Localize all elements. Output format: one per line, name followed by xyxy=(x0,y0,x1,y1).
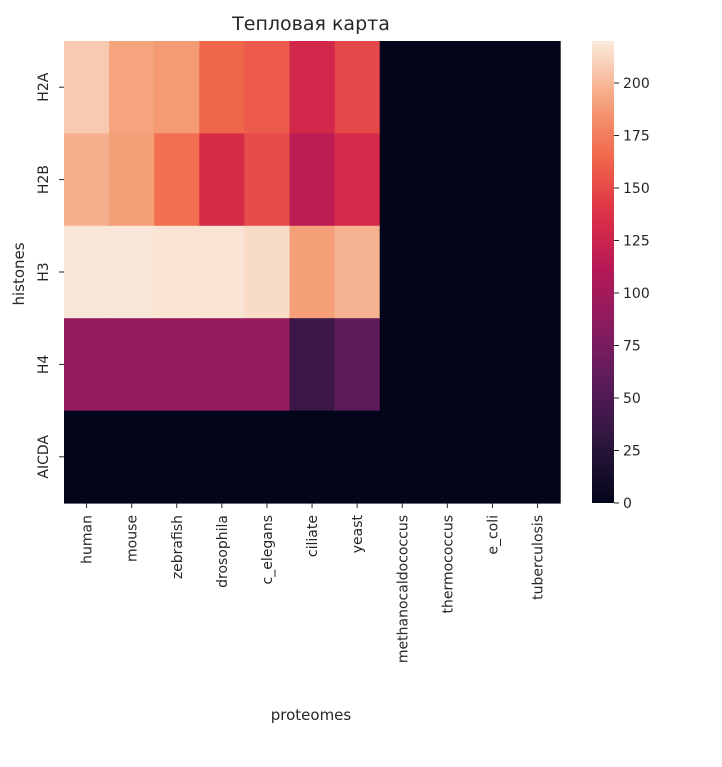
colorbar: 0 25 50 75 100 125 150 175 200 xyxy=(592,41,650,512)
heatmap-cell xyxy=(154,410,200,504)
y-tick-label: H4 xyxy=(36,355,52,375)
heatmap-cell xyxy=(379,133,426,227)
heatmap-cell xyxy=(469,410,516,504)
x-tick-label: c_elegans xyxy=(260,515,276,584)
heatmap-cell xyxy=(515,318,561,412)
heatmap-cell xyxy=(64,318,110,412)
heatmap-cell xyxy=(199,410,245,504)
colorbar-tick-label: 175 xyxy=(623,129,650,145)
heatmap-cell xyxy=(199,41,245,134)
colorbar-tick-label: 200 xyxy=(623,76,650,92)
colorbar-tick-label: 0 xyxy=(623,496,632,512)
heatmap-cell xyxy=(244,410,291,504)
heatmap-cell xyxy=(244,225,291,319)
heatmap-cell xyxy=(109,318,155,412)
heatmap-cell xyxy=(424,318,471,412)
y-tick-label: AICDA xyxy=(36,435,52,479)
heatmap-cell xyxy=(64,410,110,504)
heatmap-cell xyxy=(199,133,245,227)
heatmap-cell xyxy=(379,318,426,412)
y-axis-label: histones xyxy=(10,242,28,305)
heatmap-cell xyxy=(334,133,381,227)
heatmap-cell xyxy=(469,133,516,227)
colorbar-tick-label: 125 xyxy=(623,234,650,250)
heatmap-cell xyxy=(515,410,561,504)
colorbar-tick-label: 50 xyxy=(623,391,641,407)
heatmap-cell xyxy=(289,225,336,319)
heatmap-cell xyxy=(334,41,381,134)
y-tick-label: H2A xyxy=(36,72,52,101)
heatmap-cell xyxy=(469,41,516,134)
x-tick-label: thermococcus xyxy=(440,515,456,614)
heatmap-cell xyxy=(64,133,110,227)
y-tick-label: H3 xyxy=(36,262,52,281)
x-axis-label: proteomes xyxy=(271,706,352,724)
heatmap-cell xyxy=(64,225,110,319)
heatmap-cell xyxy=(154,318,200,412)
heatmap-cell xyxy=(515,133,561,227)
heatmap-cell xyxy=(334,225,381,319)
heatmap-cell xyxy=(244,133,291,227)
colorbar-tick-label: 25 xyxy=(623,444,641,460)
heatmap-cell xyxy=(379,225,426,319)
x-tick-label: ciliate xyxy=(305,515,321,557)
heatmap-cell xyxy=(379,41,426,134)
heatmap-cell xyxy=(515,225,561,319)
heatmap-cell xyxy=(424,133,471,227)
heatmap-cell xyxy=(289,318,336,412)
heatmap-cell xyxy=(154,41,200,134)
x-tick-label: yeast xyxy=(350,514,366,553)
chart-title: Тепловая карта xyxy=(231,13,390,35)
heatmap-cell xyxy=(289,410,336,504)
heatmap-cell xyxy=(109,133,155,227)
heatmap-cell xyxy=(244,41,291,134)
heatmap-cell xyxy=(424,41,471,134)
x-tick-label: drosophila xyxy=(215,515,231,588)
heatmap-cell xyxy=(424,410,471,504)
heatmap-cell xyxy=(199,318,245,412)
heatmap-cell xyxy=(424,225,471,319)
heatmap-cell xyxy=(334,318,381,412)
heatmap-cell xyxy=(109,225,155,319)
heatmap-cell xyxy=(244,318,291,412)
heatmap-cell xyxy=(469,225,516,319)
heatmap-cell xyxy=(199,225,245,319)
heatmap-cell xyxy=(289,133,336,227)
heatmap-cell xyxy=(64,41,110,134)
heatmap-cell xyxy=(109,41,155,134)
x-tick-label: mouse xyxy=(125,515,141,562)
y-axis: H2A H2B H3 H4 AICDA xyxy=(36,72,64,479)
heatmap-cell xyxy=(289,41,336,134)
heatmap-cell xyxy=(379,410,426,504)
x-tick-label: methanocaldococcus xyxy=(395,515,411,663)
x-tick-label: zebrafish xyxy=(170,515,186,579)
x-tick-label: e_coli xyxy=(485,515,501,555)
colorbar-gradient xyxy=(592,41,614,503)
heatmap-cell xyxy=(154,225,200,319)
colorbar-tick-label: 150 xyxy=(623,181,650,197)
heatmap-cell xyxy=(469,318,516,412)
colorbar-tick-label: 75 xyxy=(623,339,641,355)
heatmap-cell xyxy=(334,410,381,504)
colorbar-tick-label: 100 xyxy=(623,286,650,302)
heatmap-cell xyxy=(515,41,561,134)
x-tick-label: tuberculosis xyxy=(531,515,547,600)
heatmap-cell xyxy=(154,133,200,227)
x-axis: human mouse zebrafish drosophila c_elegans ci… xyxy=(80,503,547,663)
heatmap-cell xyxy=(109,410,155,504)
heatmap-cells xyxy=(64,41,561,504)
x-tick-label: human xyxy=(80,515,96,564)
y-tick-label: H2B xyxy=(36,165,52,194)
